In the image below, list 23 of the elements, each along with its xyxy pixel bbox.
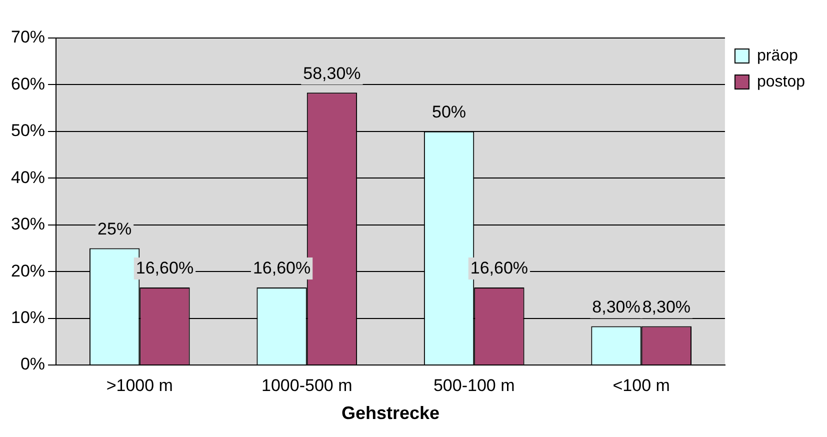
y-tick-label: 0% bbox=[20, 354, 46, 374]
x-tick-label: <100 m bbox=[612, 376, 670, 395]
data-label: 16,60% bbox=[252, 258, 311, 278]
legend-label: postop bbox=[756, 73, 806, 90]
y-tick-label: 10% bbox=[10, 308, 46, 327]
x-tick-label: >1000 m bbox=[106, 376, 173, 395]
data-label: 50% bbox=[432, 102, 466, 122]
y-tick-label: 70% bbox=[10, 28, 46, 47]
y-tick-label: 40% bbox=[10, 168, 46, 187]
y-tick-label: 50% bbox=[10, 121, 46, 140]
data-label: 16,60% bbox=[470, 258, 528, 278]
data-label: 25% bbox=[98, 219, 132, 238]
legend-label: präop bbox=[756, 47, 798, 64]
y-tick-label: 30% bbox=[10, 214, 46, 234]
data-label: 8,30% bbox=[642, 297, 691, 316]
y-tick-label: 20% bbox=[10, 261, 46, 280]
data-label: 16,60% bbox=[136, 258, 194, 278]
data-label: 58,30% bbox=[303, 64, 361, 83]
x-tick-label: 500-100 m bbox=[433, 376, 515, 395]
y-tick-label: 60% bbox=[10, 74, 46, 94]
x-axis-title: Gehstrecke bbox=[341, 403, 440, 424]
x-tick-label: 1000-500 m bbox=[262, 376, 352, 395]
data-label: 8,30% bbox=[592, 297, 640, 316]
